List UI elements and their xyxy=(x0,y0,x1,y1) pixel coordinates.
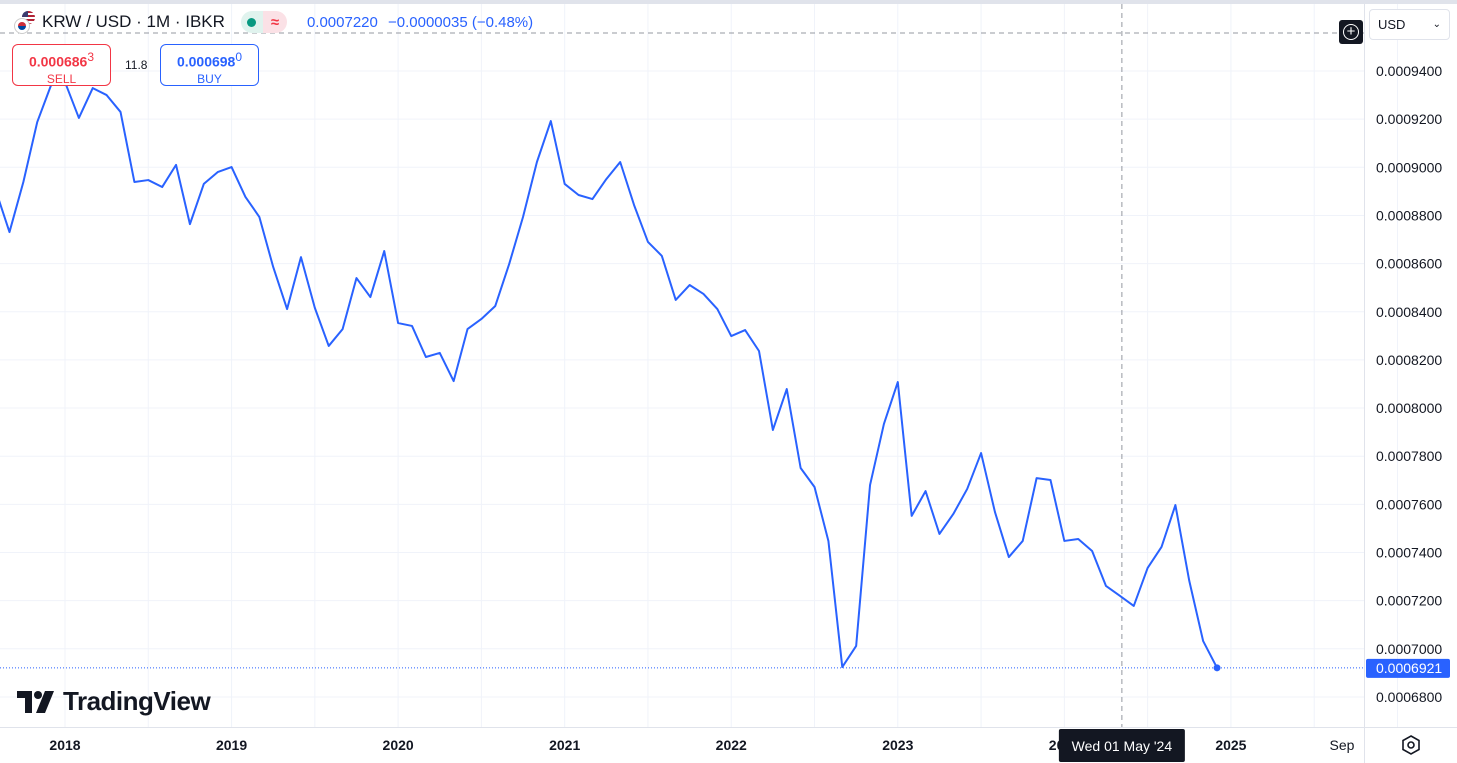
y-tick-label: 0.0008600 xyxy=(1376,256,1442,272)
y-tick-label: 0.0008200 xyxy=(1376,352,1442,368)
buy-price: 0.000698 xyxy=(176,53,236,70)
x-tick-label: 2025 xyxy=(1215,737,1246,753)
last-price-label-bg xyxy=(1366,658,1450,678)
chevron-down-icon: ⌄ xyxy=(1432,19,1441,30)
x-tick-label: 2020 xyxy=(383,737,414,753)
logo-text: TradingView xyxy=(63,686,211,716)
sell-label: SELL xyxy=(46,71,77,86)
y-tick-label: 0.0007800 xyxy=(1376,448,1442,464)
x-tick-label: Sep xyxy=(1329,737,1354,753)
market-open-dot-icon[interactable] xyxy=(240,11,263,33)
y-tick-label: 0.0009200 xyxy=(1376,111,1442,127)
plus-circle-icon: + xyxy=(1343,24,1359,40)
y-tick-label: 0.0007400 xyxy=(1376,545,1442,561)
add-plus-button[interactable]: + xyxy=(1339,20,1363,44)
y-tick-label: 0.0007200 xyxy=(1376,593,1442,609)
tradingview-logo-icon xyxy=(17,690,54,713)
data-points xyxy=(1213,664,1221,672)
quote: 0.0007220 −0.0000035 (−0.48%) xyxy=(307,14,539,31)
y-tick-label: 0.0008800 xyxy=(1376,207,1442,223)
y-tick-label: 0.0007000 xyxy=(1376,641,1442,657)
delayed-data-icon[interactable]: ≈ xyxy=(262,11,287,33)
sell-price: 0.000686 xyxy=(28,53,88,70)
krw-usd-flag-icon xyxy=(14,11,36,34)
chart-settings-icon[interactable] xyxy=(1401,735,1421,755)
price-change: −0.0000035 (−0.48%) xyxy=(388,13,534,31)
sell-price-pip: 3 xyxy=(87,50,95,64)
buy-price-pip: 0 xyxy=(235,50,243,64)
grid xyxy=(0,4,1398,727)
x-tick-label: 2023 xyxy=(882,737,913,753)
symbol-legend: KRW / USD · 1M · IBKR ≈ 0.0007220 −0.000… xyxy=(14,11,539,34)
data-point xyxy=(1213,664,1221,672)
currency-value: USD xyxy=(1378,17,1406,32)
y-tick-label: 0.0006800 xyxy=(1376,689,1442,705)
crosshair-date-bg xyxy=(1058,729,1185,762)
y-tick-label: 0.0007600 xyxy=(1376,496,1442,512)
tradingview-logo[interactable]: TradingView xyxy=(17,686,211,717)
buy-label: BUY xyxy=(197,71,222,86)
last-price-label: 0.0006921 xyxy=(1376,660,1442,676)
y-tick-label: 0.0008400 xyxy=(1376,304,1442,320)
y-tick-label: 0.0009000 xyxy=(1376,159,1442,175)
x-tick-label: 2021 xyxy=(549,737,580,753)
top-border xyxy=(0,0,1457,4)
x-tick-label: 2022 xyxy=(716,737,747,753)
crosshair-date-label: Wed 01 May '24 xyxy=(1072,738,1173,754)
spread: 11.8 xyxy=(125,58,148,72)
x-tick-label: 2018 xyxy=(49,737,80,753)
currency-select[interactable]: USD ⌄ xyxy=(1369,9,1450,40)
market-status[interactable]: ≈ xyxy=(240,11,287,33)
buy-button[interactable]: 0.0006980 BUY xyxy=(160,44,259,86)
sell-button[interactable]: 0.0006863 SELL xyxy=(12,44,111,86)
y-tick-label: 0.0009400 xyxy=(1376,63,1442,79)
x-tick-label: 2019 xyxy=(216,737,247,753)
symbol-title[interactable]: KRW / USD · 1M · IBKR xyxy=(42,12,225,31)
price-series-line xyxy=(0,81,1218,669)
y-tick-label: 0.0008000 xyxy=(1376,400,1442,416)
last-price: 0.0007220 xyxy=(306,13,378,31)
